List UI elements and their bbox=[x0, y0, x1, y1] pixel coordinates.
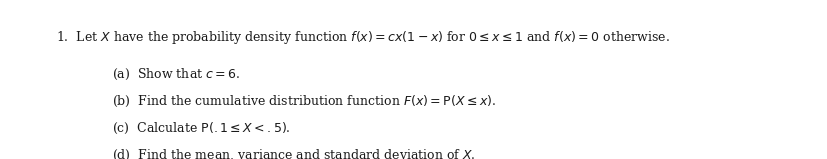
Text: (a)  Show that $c = 6$.: (a) Show that $c = 6$. bbox=[112, 67, 240, 82]
Text: 1.  Let $X$ have the probability density function $f(x) = cx(1 - x)$ for $0 \leq: 1. Let $X$ have the probability density … bbox=[56, 29, 669, 46]
Text: (c)  Calculate $\mathrm{P}(.1 \leq X < .5)$.: (c) Calculate $\mathrm{P}(.1 \leq X < .5… bbox=[112, 121, 290, 136]
Text: (b)  Find the cumulative distribution function $F(x) = \mathrm{P}(X \leq x)$.: (b) Find the cumulative distribution fun… bbox=[112, 94, 495, 109]
Text: (d)  Find the mean, variance and standard deviation of $X$.: (d) Find the mean, variance and standard… bbox=[112, 148, 475, 159]
